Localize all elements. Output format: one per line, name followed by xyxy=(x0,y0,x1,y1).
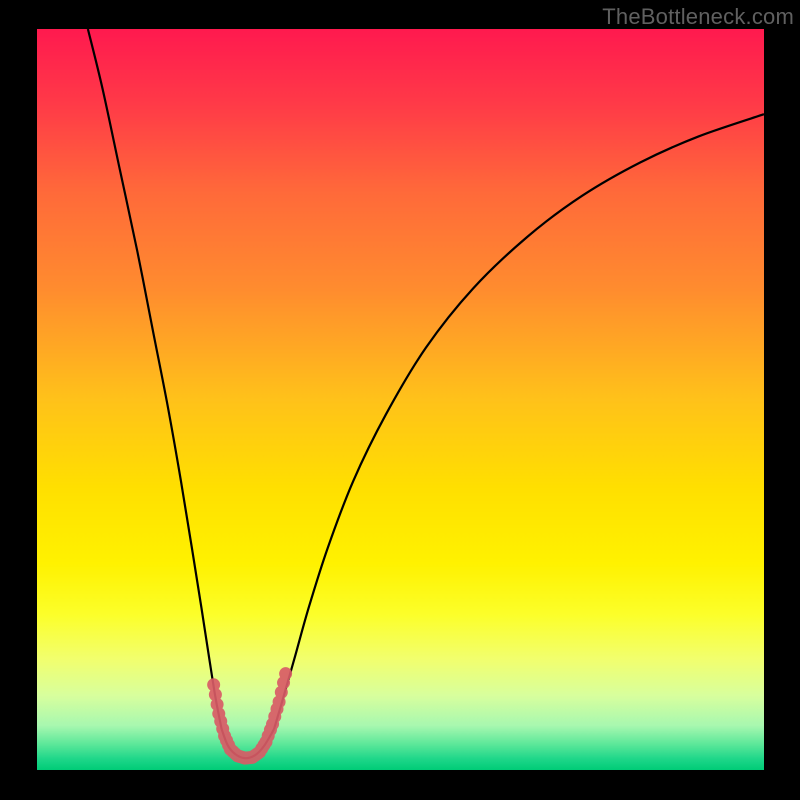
plot-area xyxy=(37,29,764,770)
curve-right-branch xyxy=(274,114,764,729)
curve-layer xyxy=(37,29,764,770)
watermark-label: TheBottleneck.com xyxy=(602,4,794,30)
curve-left-branch xyxy=(88,29,222,729)
bottom-highlight-arc xyxy=(207,667,292,764)
